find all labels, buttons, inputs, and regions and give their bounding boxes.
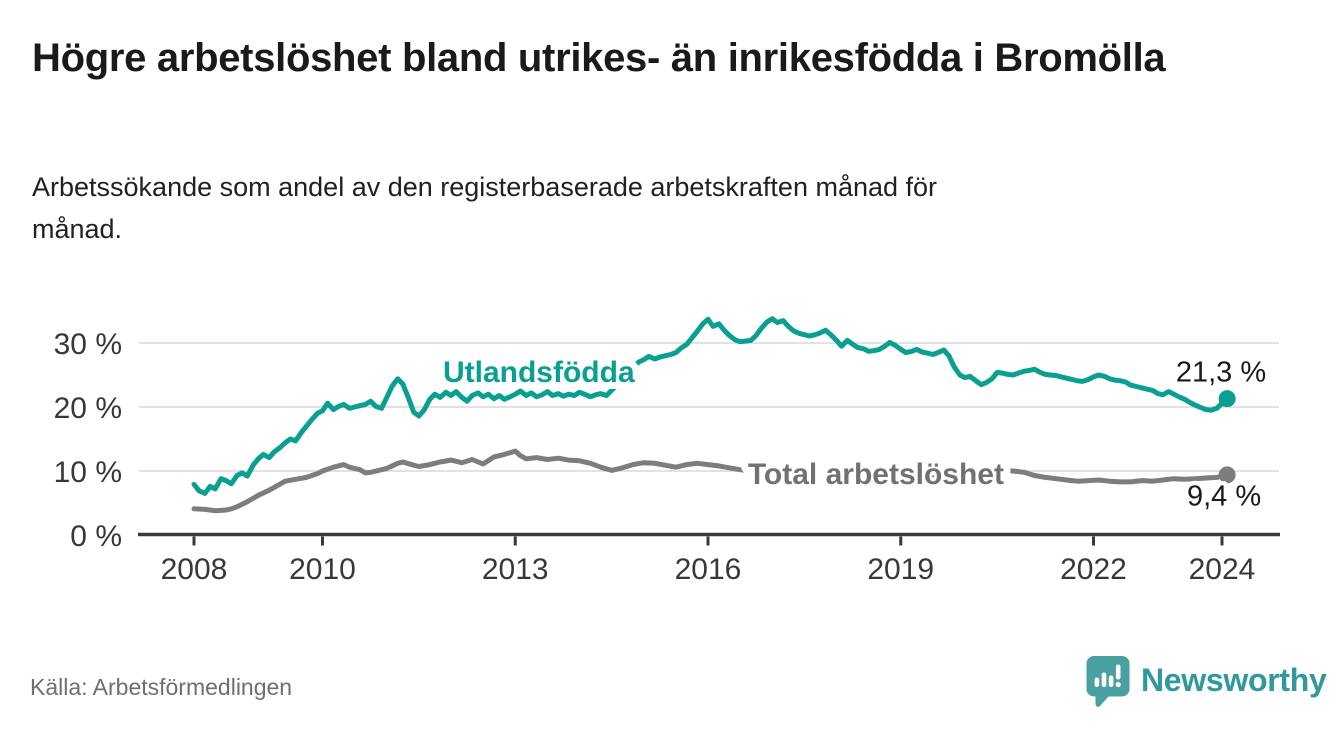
x-axis-tick-label: 2016 <box>675 553 742 586</box>
y-axis-tick-label: 20 % <box>54 392 122 425</box>
x-axis-tick-label: 2010 <box>289 553 356 586</box>
source-note: Källa: Arbetsförmedlingen <box>30 674 293 700</box>
unemployment-line-chart: 0 % 10 % 20 % 30 % 2008 2010 2013 2016 2019 2022 2… <box>54 316 1280 586</box>
series-inline-label-utlandsfodda: Utlandsfödda <box>443 356 635 389</box>
series-end-dot-utlandsfodda <box>1218 390 1236 408</box>
series-line-total-arbetsloshet <box>191 448 1230 514</box>
y-axis-tick-label: 30 % <box>54 328 122 361</box>
chart-subtitle: Arbetssökande som andel av den registerb… <box>32 172 938 245</box>
exclamation-dot <box>1115 681 1121 688</box>
newsworthy-logo: Newsworthy <box>1086 655 1327 708</box>
series-inline-label-total-arbetsloshet: Total arbetslöshet <box>748 458 1004 491</box>
series-end-value-label-utlandsfodda: 21,3 % <box>1176 357 1266 389</box>
series-end-value-label-total-arbetsloshet: 9,4 % <box>1187 480 1261 512</box>
series-end-dot-total-arbetsloshet <box>1218 466 1236 484</box>
x-axis-tick-label: 2024 <box>1189 553 1256 586</box>
x-axis-tick-label: 2022 <box>1060 553 1127 586</box>
x-axis-tick-label: 2013 <box>482 553 549 586</box>
y-axis-tick-label: 10 % <box>54 456 122 489</box>
page-title: Högre arbetslöshet bland utrikes- än inr… <box>32 36 1166 80</box>
newsworthy-wordmark: Newsworthy <box>1141 662 1327 698</box>
bar-chart-bar <box>1094 677 1100 687</box>
y-axis-tick-label: 0 % <box>70 520 122 553</box>
exclamation-mark-icon <box>1115 664 1121 680</box>
bar-chart-bar <box>1101 672 1107 687</box>
newsworthy-logo-icon <box>1086 656 1130 707</box>
x-axis-tick-label: 2019 <box>867 553 934 586</box>
bar-chart-bar <box>1108 675 1114 687</box>
speech-bubble-shape <box>1086 656 1130 707</box>
x-axis-tick-label: 2008 <box>161 553 228 586</box>
series-line-utlandsfodda <box>191 316 1230 496</box>
